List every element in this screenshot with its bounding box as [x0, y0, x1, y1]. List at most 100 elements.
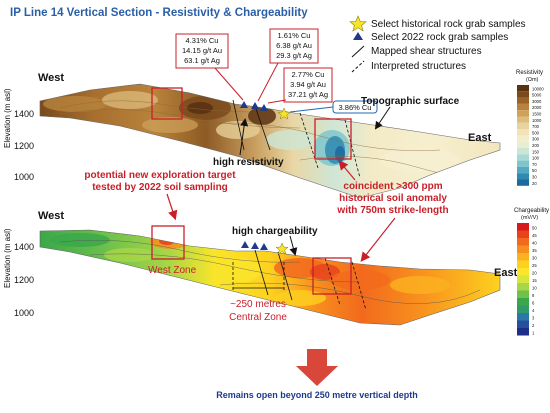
chargeability-scale-swatch — [517, 313, 529, 321]
upper-tick-1000: 1000 — [14, 172, 34, 182]
resistivity-scale-swatch — [517, 179, 529, 186]
resistivity-scale-swatch — [517, 135, 529, 142]
resistivity-scale-label: 70 — [532, 162, 537, 167]
chargeability-scale-label: 30 — [532, 256, 537, 261]
central-zone-label: Central Zone — [229, 312, 287, 323]
high-resistivity-label: high resistivity — [213, 157, 284, 168]
resistivity-scale-swatch — [517, 129, 529, 136]
upper-west-label: West — [38, 72, 64, 84]
resistivity-scale-label: 300 — [532, 137, 540, 142]
resistivity-scale-label: 30 — [532, 175, 537, 180]
legend: Select historical rock grab samples Sele… — [349, 15, 526, 73]
footer-caption: Remains open beyond 250 metre vertical d… — [216, 390, 418, 400]
anomaly-note-line3: with 750m strike-length — [336, 205, 448, 216]
resistivity-scale-label: 50 — [532, 168, 537, 173]
resistivity-scale-label: 20 — [532, 181, 537, 186]
legend-mapped-label: Mapped shear structures — [371, 46, 482, 57]
chargeability-scale-swatch — [517, 253, 529, 261]
resistivity-scale-label: 1000 — [532, 118, 542, 123]
resistivity-scale-label: 500 — [532, 130, 540, 135]
resistivity-scale-swatch — [517, 160, 529, 167]
resistivity-scale: Resistivity (Ωm) 10000500030002000150010… — [516, 70, 544, 186]
sample-triangle-1 — [240, 101, 248, 108]
sample-2-au: 6.38 g/t Au — [276, 41, 312, 50]
target-note-line1: potential new exploration target — [84, 170, 236, 181]
chargeability-scale-label: 50 — [532, 226, 537, 231]
resistivity-scale-label: 5000 — [532, 93, 542, 98]
upper-east-label: East — [468, 132, 492, 144]
chargeability-scale-label: 40 — [532, 241, 537, 246]
chargeability-scale-label: 25 — [532, 263, 537, 268]
down-arrow-icon — [296, 349, 338, 386]
central-zone-distance: ~250 metres — [230, 299, 286, 310]
chargeability-scale-swatch — [517, 328, 529, 336]
chargeability-scale-swatch — [517, 298, 529, 306]
chargeability-scale: Chargeability (mV/V) 50 45 40 35 30 25 20 15 10 8… — [514, 208, 549, 336]
chargeability-scale-label: 15 — [532, 278, 537, 283]
high-chargeability-label: high chargeability — [232, 226, 318, 237]
chargeability-scale-swatch — [517, 275, 529, 283]
lower-target-box-west — [151, 225, 185, 260]
upper-target-box-east — [314, 118, 352, 160]
chargeability-scale-swatch — [517, 238, 529, 246]
solid-line-icon — [351, 45, 365, 58]
chargeability-scale-label: 2 — [532, 323, 535, 328]
upper-tick-1200: 1200 — [14, 141, 34, 151]
resistivity-scale-label: 100 — [532, 156, 540, 161]
anomaly-note-line1: coincident >300 ppm — [343, 181, 442, 192]
chargeability-scale-label: 10 — [532, 286, 537, 291]
resistivity-scale-label: 700 — [532, 124, 540, 129]
resistivity-scale-swatch — [517, 148, 529, 155]
lower-east-label: East — [494, 267, 518, 279]
sample-triangle-2 — [251, 102, 259, 109]
chargeability-scale-swatch — [517, 268, 529, 276]
chargeability-scale-swatch — [517, 245, 529, 253]
sample-star-1 — [277, 107, 291, 120]
sample-4-cu: 3.86% Cu — [339, 103, 372, 112]
chargeability-scale-swatch — [517, 260, 529, 268]
chargeability-scale-label: 20 — [532, 271, 537, 276]
chargeability-scale-swatch — [517, 223, 529, 231]
resistivity-scale-swatch — [517, 154, 529, 161]
legend-triangle-label: Select 2022 rock grab samples — [371, 32, 508, 43]
sample-2-cu: 1.61% Cu — [278, 31, 311, 40]
triangle-icon — [353, 32, 363, 40]
resistivity-scale-swatch — [517, 122, 529, 130]
sample-3-cu: 2.77% Cu — [292, 70, 325, 79]
resistivity-scale-swatch — [517, 110, 529, 117]
resistivity-scale-swatch — [517, 166, 529, 174]
chargeability-scale-label: 1 — [532, 331, 535, 336]
chargeability-scale-swatch — [517, 305, 529, 313]
resistivity-scale-label: 10000 — [532, 86, 544, 91]
legend-star-label: Select historical rock grab samples — [371, 19, 526, 30]
chargeability-scale-label: 45 — [532, 233, 537, 238]
sample-2-ag: 29.3 g/t Ag — [276, 51, 312, 60]
sample-callout-1: 4.31% Cu 14.15 g/t Au 63.1 g/t Ag — [175, 33, 244, 101]
chargeability-scale-unit: (mV/V) — [521, 215, 538, 221]
sample-callout-4: 3.86% Cu — [289, 100, 378, 114]
resistivity-scale-title: Resistivity — [516, 70, 543, 76]
resistivity-scale-swatch — [517, 97, 529, 104]
sample-callout-3: 2.77% Cu 3.94 g/t Au 37.21 g/t Ag — [267, 67, 333, 104]
sample-triangle-6 — [260, 243, 268, 250]
sample-callout-2: 1.61% Cu 6.38 g/t Au 29.3 g/t Ag — [257, 28, 319, 102]
resistivity-scale-swatch — [517, 173, 529, 180]
dashed-line-icon — [351, 60, 365, 73]
lower-tick-1000: 1000 — [14, 308, 34, 318]
sample-3-ag: 37.21 g/t Ag — [288, 90, 328, 99]
target-note-line2: tested by 2022 soil sampling — [92, 182, 228, 193]
chargeability-scale-label: 6 — [532, 301, 535, 306]
resistivity-scale-label: 1500 — [532, 112, 542, 117]
resistivity-scale-swatch — [517, 103, 529, 111]
sample-triangle-4 — [241, 241, 249, 248]
lower-ylabel: Elevation (m asl) — [3, 228, 12, 288]
sample-1-cu: 4.31% Cu — [186, 36, 219, 45]
chargeability-scale-label: 35 — [532, 248, 537, 253]
sample-3-au: 3.94 g/t Au — [290, 80, 326, 89]
chargeability-scale-label: 3 — [532, 316, 535, 321]
resistivity-scale-label: 150 — [532, 149, 540, 154]
lower-tick-1400: 1400 — [14, 242, 34, 252]
upper-ylabel: Elevation (m asl) — [3, 88, 12, 148]
star-icon — [349, 15, 367, 32]
sample-1-ag: 63.1 g/t Ag — [184, 56, 220, 65]
